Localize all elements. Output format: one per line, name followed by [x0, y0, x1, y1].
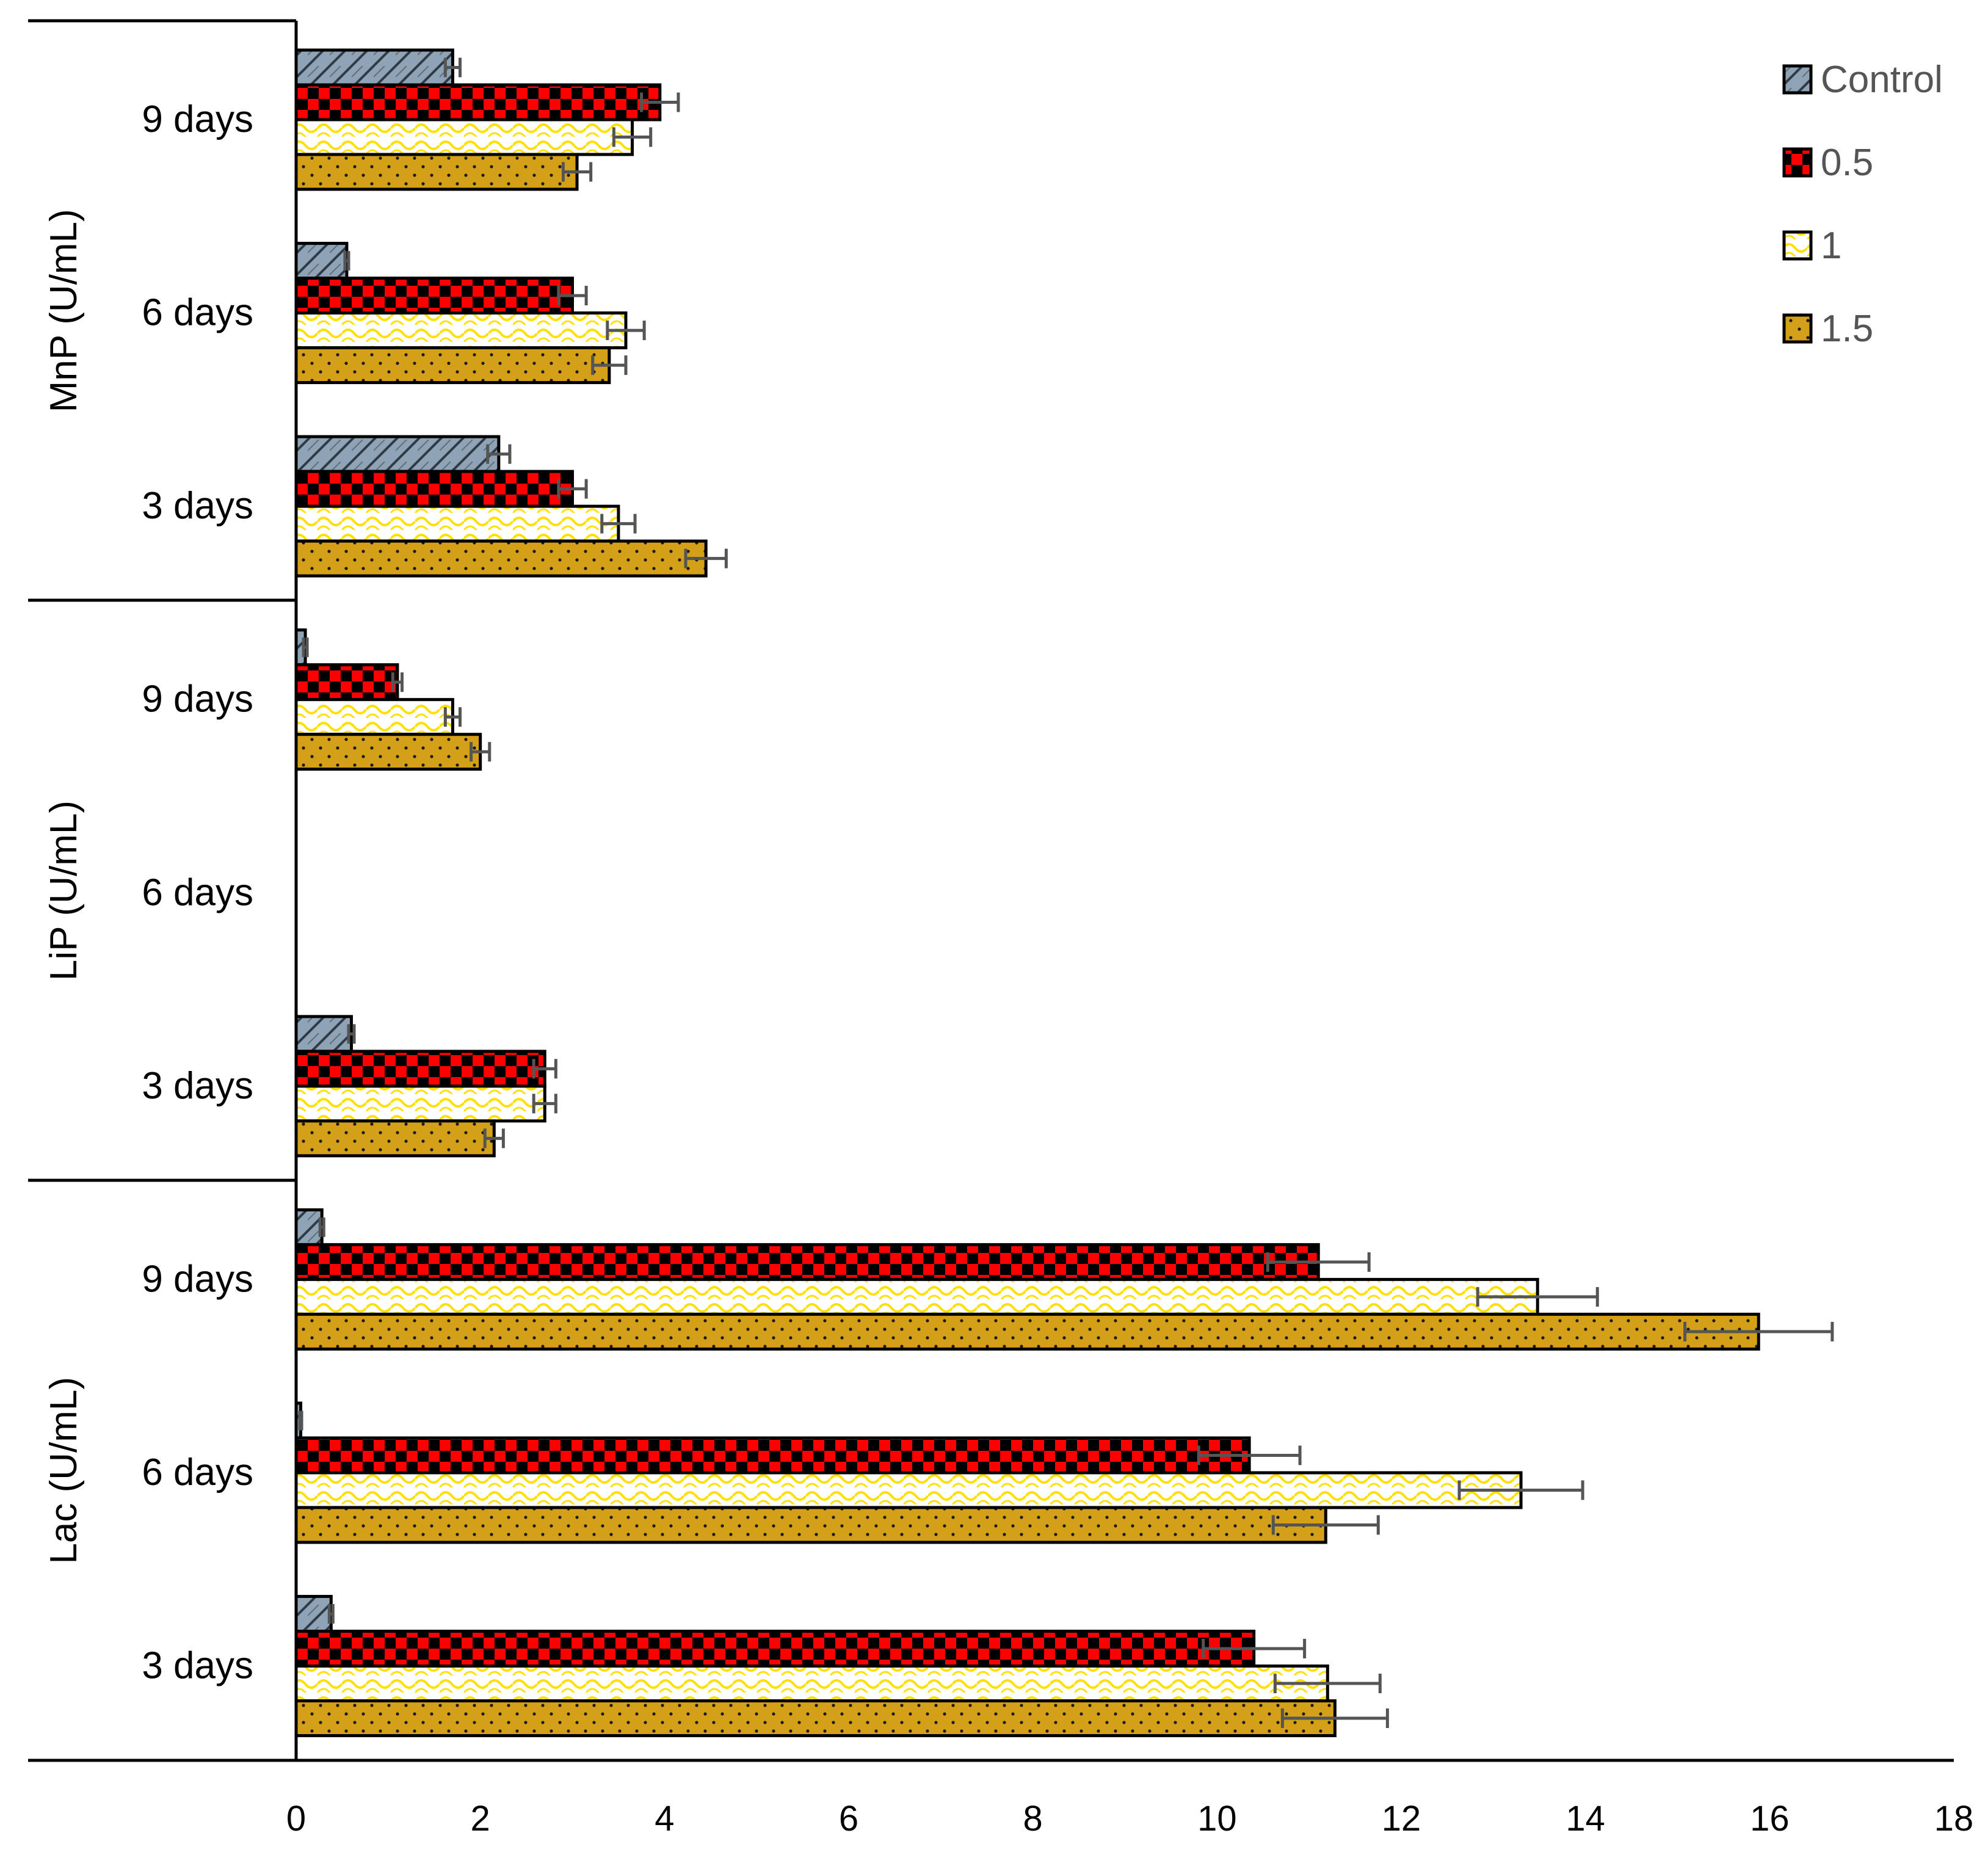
x-tick-label: 4: [655, 1799, 674, 1839]
legend-label: 1: [1821, 225, 1841, 267]
category-label: 9 days: [142, 678, 253, 721]
error-bar: [612, 127, 653, 147]
bar: [294, 470, 574, 508]
error-bar: [1457, 1480, 1584, 1500]
error-bar: [1266, 1252, 1371, 1272]
bar: [294, 1471, 1523, 1509]
error-bar: [591, 355, 628, 376]
bar: [294, 1277, 1539, 1316]
bar: [294, 118, 634, 156]
bar: [294, 277, 574, 315]
bar: [294, 1436, 1251, 1475]
bar: [294, 1243, 1320, 1281]
error-bar: [1280, 1708, 1389, 1729]
error-bar: [557, 286, 588, 306]
group-label: MnP (U/mL): [43, 209, 85, 412]
x-tick-label: 8: [1023, 1799, 1043, 1839]
category-label: 9 days: [142, 98, 253, 140]
bar: [294, 1595, 333, 1633]
legend-swatch: [1782, 64, 1813, 95]
error-bar: [557, 479, 588, 499]
error-bar: [327, 1604, 335, 1624]
error-bar: [1476, 1287, 1599, 1307]
legend-label: Control: [1821, 59, 1943, 101]
x-tick-label: 0: [286, 1799, 306, 1839]
bar: [294, 1312, 1760, 1351]
category-label: 6 days: [142, 1451, 253, 1494]
group-label: LiP (U/mL): [43, 800, 85, 981]
bar: [294, 1699, 1337, 1738]
category-label: 3 days: [142, 1065, 253, 1107]
error-bar: [1202, 1639, 1307, 1659]
x-tick-label: 12: [1382, 1799, 1421, 1839]
bar: [294, 48, 454, 87]
error-bar: [470, 742, 492, 762]
bar: [294, 1506, 1327, 1544]
error-bar: [343, 251, 350, 271]
x-tick-label: 16: [1750, 1799, 1790, 1839]
error-bars-layer: [298, 57, 1834, 1729]
legend-swatch: [1782, 313, 1813, 344]
category-label: 3 days: [142, 485, 253, 527]
category-label: 9 days: [142, 1258, 253, 1300]
error-bar: [532, 1059, 557, 1079]
legend-label: 1.5: [1821, 308, 1873, 350]
category-label: 6 days: [142, 871, 253, 913]
x-tick-label: 10: [1197, 1799, 1237, 1839]
x-tick-label: 18: [1934, 1799, 1974, 1839]
category-label: 6 days: [142, 292, 253, 334]
error-bar: [561, 162, 593, 182]
error-bar: [483, 1128, 505, 1149]
bars-layer: [294, 48, 1760, 1738]
error-bar: [443, 57, 462, 78]
error-bar: [347, 1024, 356, 1044]
error-bar: [532, 1094, 557, 1114]
error-bar: [1271, 1515, 1380, 1535]
group-label: Lac (U/mL): [43, 1377, 85, 1564]
error-bar: [443, 707, 462, 727]
bar: [294, 242, 349, 280]
bar: [294, 663, 399, 702]
error-bar: [486, 444, 512, 464]
labels-layer: MnP (U/mL) 9 days 6 days 3 days LiP (U/mL) 9 …: [43, 98, 1973, 1839]
bar: [294, 539, 708, 578]
error-bar: [606, 321, 646, 341]
legend-label: 0.5: [1821, 142, 1873, 184]
bar: [294, 1015, 353, 1053]
legend-swatch: [1782, 230, 1813, 261]
bar: [294, 311, 628, 350]
bar: [294, 153, 579, 191]
error-bar: [298, 1410, 303, 1431]
legend: Control 0.5 1 1.5: [1782, 59, 1943, 350]
bar: [294, 1084, 546, 1123]
bar: [294, 1208, 324, 1246]
error-bar: [391, 672, 404, 692]
error-bar: [684, 548, 728, 568]
error-bar: [302, 637, 309, 658]
error-bar: [1273, 1674, 1382, 1694]
category-label: 3 days: [142, 1645, 253, 1687]
error-bar: [1197, 1445, 1302, 1465]
bar: [294, 346, 611, 385]
x-tick-label: 6: [839, 1799, 858, 1839]
bar: [294, 1050, 546, 1088]
bar: [294, 1664, 1329, 1703]
bar: [294, 1630, 1256, 1668]
legend-swatch: [1782, 147, 1813, 178]
bar: [294, 698, 454, 736]
error-bar: [1683, 1321, 1834, 1341]
x-tick-label: 14: [1565, 1799, 1605, 1839]
error-bar: [600, 514, 637, 534]
error-bar: [318, 1217, 325, 1237]
bar: [294, 435, 501, 473]
x-tick-label: 2: [471, 1799, 490, 1839]
bar: [294, 733, 482, 771]
bar: [294, 1119, 496, 1158]
bar: [294, 83, 662, 122]
error-bar: [640, 92, 680, 112]
bar: [294, 504, 620, 543]
